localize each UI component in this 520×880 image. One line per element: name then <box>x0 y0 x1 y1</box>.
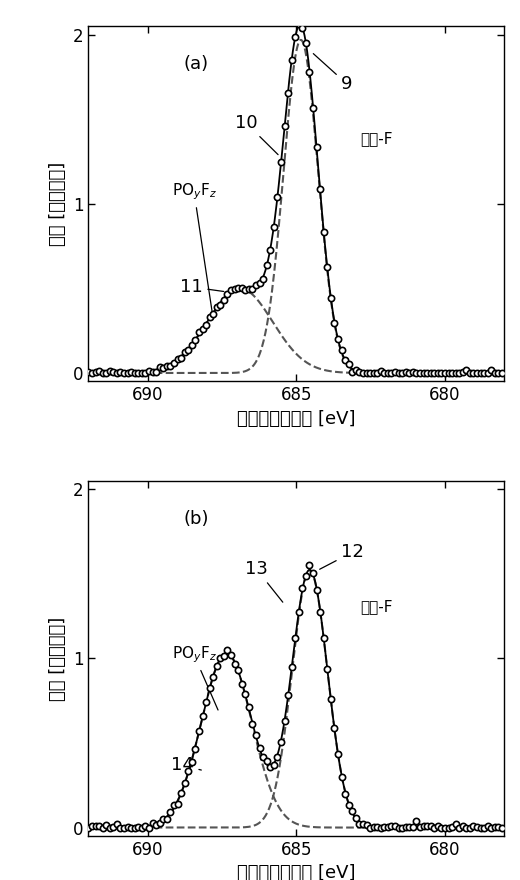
Text: (a): (a) <box>184 55 209 73</box>
Text: 11: 11 <box>179 278 224 296</box>
Text: PO$_y$F$_z$: PO$_y$F$_z$ <box>172 644 218 710</box>
X-axis label: 結合エネルギー [eV]: 結合エネルギー [eV] <box>237 864 356 880</box>
Text: 9: 9 <box>314 54 353 93</box>
X-axis label: 結合エネルギー [eV]: 結合エネルギー [eV] <box>237 410 356 428</box>
Text: PO$_y$F$_z$: PO$_y$F$_z$ <box>172 181 216 316</box>
Text: 金属-F: 金属-F <box>360 131 393 146</box>
Text: 13: 13 <box>245 560 283 602</box>
Text: 金属-F: 金属-F <box>360 599 393 614</box>
Y-axis label: 強度 [任意単位]: 強度 [任意単位] <box>49 162 68 246</box>
Text: 14: 14 <box>171 756 201 774</box>
Text: 12: 12 <box>320 543 365 569</box>
Text: (b): (b) <box>184 510 209 528</box>
Text: 10: 10 <box>235 114 278 155</box>
Y-axis label: 強度 [任意単位]: 強度 [任意単位] <box>49 616 68 700</box>
